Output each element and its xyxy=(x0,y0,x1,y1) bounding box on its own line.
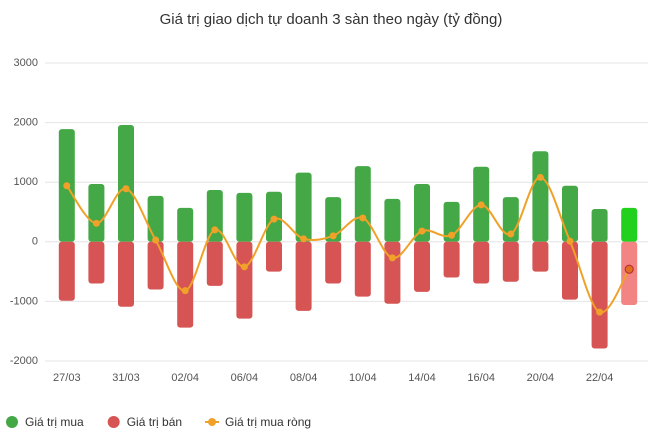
line-point xyxy=(596,308,604,316)
line-point xyxy=(566,237,574,245)
bar xyxy=(236,192,253,242)
x-tick-label: 08/04 xyxy=(290,372,318,384)
bar xyxy=(532,241,549,272)
bar xyxy=(325,197,342,242)
line-point xyxy=(63,182,71,190)
bar xyxy=(118,124,134,242)
bar xyxy=(414,183,430,242)
bar xyxy=(58,241,75,301)
y-tick-label: 3000 xyxy=(14,57,38,69)
bar xyxy=(621,207,638,242)
bar xyxy=(443,241,460,278)
bar xyxy=(295,241,312,311)
legend-marker xyxy=(6,416,18,428)
y-tick-label: 0 xyxy=(32,236,38,248)
bar xyxy=(177,207,194,242)
bar xyxy=(591,241,608,349)
bar xyxy=(591,209,608,242)
line-point xyxy=(122,185,130,193)
bar xyxy=(384,198,401,242)
bar xyxy=(502,241,519,282)
chart-title: Giá trị giao dịch tự doanh 3 sàn theo ng… xyxy=(160,11,503,28)
legend-label: Giá trị mua ròng xyxy=(225,415,311,429)
line-point xyxy=(181,287,189,295)
line-point xyxy=(92,219,100,227)
bar xyxy=(354,166,371,242)
x-tick-label: 27/03 xyxy=(53,372,81,384)
bar xyxy=(266,241,282,272)
line-point xyxy=(477,201,485,209)
line-point xyxy=(152,236,160,244)
x-tick-label: 10/04 xyxy=(349,372,377,384)
bar xyxy=(325,241,342,284)
legend-label: Giá trị mua xyxy=(25,415,84,429)
bar xyxy=(562,185,578,242)
y-tick-label: -2000 xyxy=(10,355,38,367)
x-tick-label: 06/04 xyxy=(231,372,259,384)
bar xyxy=(147,195,164,242)
bar xyxy=(147,241,164,290)
line-point xyxy=(211,226,219,234)
bar xyxy=(236,241,253,319)
legend-marker xyxy=(107,416,120,428)
line-point xyxy=(270,215,278,223)
x-tick-label: 02/04 xyxy=(171,372,199,384)
bar xyxy=(206,241,223,286)
legend-marker xyxy=(208,418,217,426)
bar xyxy=(88,183,105,242)
line-point xyxy=(624,264,634,274)
bar xyxy=(473,241,490,284)
legend-label: Giá trị bán xyxy=(127,415,182,429)
line-point xyxy=(388,254,396,262)
x-tick-label: 31/03 xyxy=(112,372,140,384)
x-tick-label: 16/04 xyxy=(467,372,495,384)
bar xyxy=(206,189,223,242)
line-point xyxy=(329,232,337,240)
bar xyxy=(414,241,430,292)
y-tick-label: 2000 xyxy=(14,117,38,129)
line-point xyxy=(418,227,426,235)
x-tick-label: 20/04 xyxy=(527,372,555,384)
bar xyxy=(562,241,578,300)
line-point xyxy=(359,214,367,222)
bar xyxy=(384,241,401,304)
bar xyxy=(118,241,134,307)
bar xyxy=(295,172,312,242)
bar xyxy=(88,241,105,284)
line-point xyxy=(448,231,456,239)
bar xyxy=(532,151,549,242)
x-tick-label: 22/04 xyxy=(586,372,614,384)
line-point xyxy=(300,235,308,243)
y-tick-label: -1000 xyxy=(10,295,38,307)
y-tick-label: 1000 xyxy=(14,176,38,188)
bar xyxy=(177,241,194,328)
x-tick-label: 14/04 xyxy=(408,372,436,384)
bar xyxy=(354,241,371,297)
line-point xyxy=(240,263,248,271)
line-point xyxy=(507,230,515,238)
line-point xyxy=(536,173,544,181)
